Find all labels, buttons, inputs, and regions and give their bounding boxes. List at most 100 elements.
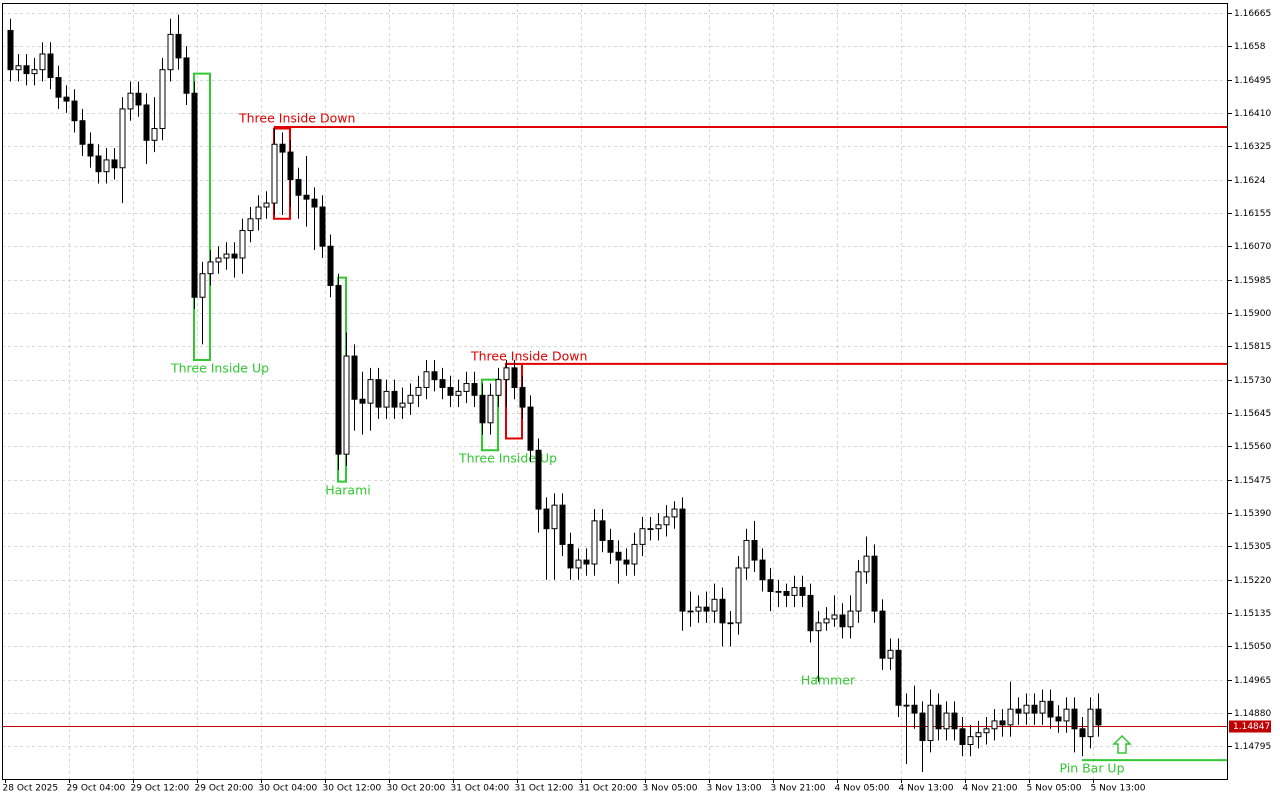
- candle-body: [751, 539, 758, 561]
- grid: [2, 3, 1228, 779]
- candle-body: [559, 504, 566, 545]
- x-tick-label: 28 Oct 2025: [3, 784, 59, 794]
- candle-body: [607, 539, 614, 553]
- candle-body: [247, 218, 254, 232]
- candle-body: [887, 649, 894, 659]
- candle-body: [663, 516, 670, 526]
- candle-body: [319, 206, 326, 247]
- candle-body: [431, 371, 438, 381]
- candle-body: [695, 606, 702, 612]
- axes: 1.16665 1.1658 1.16495 1.16410 1.16325 1.1624…: [3, 9, 1272, 794]
- candle-body: [383, 390, 390, 408]
- candle-body: [495, 379, 502, 396]
- x-tick-label: 29 Oct 04:00: [67, 784, 126, 794]
- x-tick-label: 4 Nov 05:00: [835, 784, 890, 794]
- candle-body: [863, 555, 870, 573]
- candle-body: [231, 253, 238, 259]
- candle-body: [1095, 708, 1102, 726]
- candle-body: [303, 194, 310, 200]
- candle-body: [1023, 704, 1030, 714]
- last-price-label: 1.14847: [1233, 722, 1270, 732]
- candle-body: [919, 712, 926, 742]
- candle-body: [191, 92, 198, 298]
- y-tick-label: 1.16070: [1234, 242, 1271, 252]
- candle-body: [351, 355, 358, 400]
- y-tick-label: 1.15645: [1234, 409, 1271, 419]
- x-tick-label: 29 Oct 20:00: [195, 784, 254, 794]
- x-tick-label: 31 Oct 12:00: [515, 784, 574, 794]
- candle-body: [839, 614, 846, 628]
- candle-body: [287, 151, 294, 181]
- candle-body: [255, 206, 262, 220]
- y-tick-label: 1.1658: [1234, 42, 1266, 52]
- candle-body: [679, 508, 686, 612]
- y-tick-label: 1.14795: [1234, 742, 1271, 752]
- candle-body: [807, 594, 814, 632]
- candle-body: [143, 104, 150, 141]
- candle-body: [343, 355, 350, 455]
- y-tick-label: 1.16155: [1234, 209, 1271, 219]
- candle-body: [895, 649, 902, 706]
- x-tick-label: 29 Oct 12:00: [131, 784, 190, 794]
- candle-body: [55, 77, 62, 98]
- y-tick-label: 1.15050: [1234, 642, 1271, 652]
- candle-body: [167, 33, 174, 71]
- candle-body: [703, 606, 710, 612]
- candle-body: [575, 559, 582, 569]
- candle-body: [935, 704, 942, 730]
- x-tick-label: 30 Oct 20:00: [387, 784, 446, 794]
- candle-body: [463, 383, 470, 392]
- candle-body: [151, 128, 158, 141]
- candle-body: [879, 610, 886, 659]
- candle-body: [367, 379, 374, 404]
- candle-body: [95, 155, 102, 173]
- pattern-label: Pin Bar Up: [1059, 761, 1124, 776]
- candle-body: [903, 704, 910, 707]
- y-tick-label: 1.14965: [1234, 676, 1271, 686]
- candle-body: [951, 712, 958, 730]
- y-tick-label: 1.14880: [1234, 709, 1271, 719]
- plot-frame: [2, 3, 1228, 780]
- candle-body: [831, 614, 838, 620]
- candle-body: [127, 92, 134, 110]
- candle-body: [871, 555, 878, 612]
- y-tick-label: 1.1624: [1234, 176, 1266, 186]
- candle-body: [975, 732, 982, 738]
- candle-body: [487, 394, 494, 424]
- candle-body: [855, 571, 862, 612]
- candle-body: [783, 590, 790, 596]
- candle-body: [1087, 708, 1094, 738]
- candle-body: [71, 100, 78, 122]
- y-tick-label: 1.15730: [1234, 376, 1271, 386]
- candle-body: [671, 508, 678, 518]
- candle-body: [943, 712, 950, 730]
- candle-body: [159, 69, 166, 130]
- pattern-label: Three Inside Down: [470, 349, 587, 364]
- x-tick-label: 31 Oct 20:00: [579, 784, 638, 794]
- y-tick-label: 1.16495: [1234, 76, 1271, 86]
- candle-body: [79, 120, 86, 145]
- candle-body: [1031, 704, 1038, 714]
- candle-body: [39, 53, 46, 71]
- pattern-label: Hammer: [801, 673, 856, 688]
- pattern-arrow: [1112, 734, 1132, 754]
- candle-body: [327, 245, 334, 286]
- candles: [7, 14, 1102, 772]
- candle-body: [799, 587, 806, 596]
- candle-body: [1055, 716, 1062, 722]
- candle-body: [567, 543, 574, 569]
- candle-body: [1039, 700, 1046, 714]
- candle-body: [983, 728, 990, 734]
- candle-body: [263, 202, 270, 208]
- candle-body: [207, 261, 214, 275]
- candle-body: [1015, 708, 1022, 714]
- candle-body: [119, 108, 126, 169]
- candle-body: [183, 57, 190, 94]
- candle-body: [63, 96, 70, 102]
- candle-body: [615, 551, 622, 561]
- pattern-label: Three Inside Down: [238, 111, 355, 126]
- candle-body: [623, 559, 630, 565]
- last-price-box: [1229, 720, 1271, 733]
- candle-body: [927, 704, 934, 742]
